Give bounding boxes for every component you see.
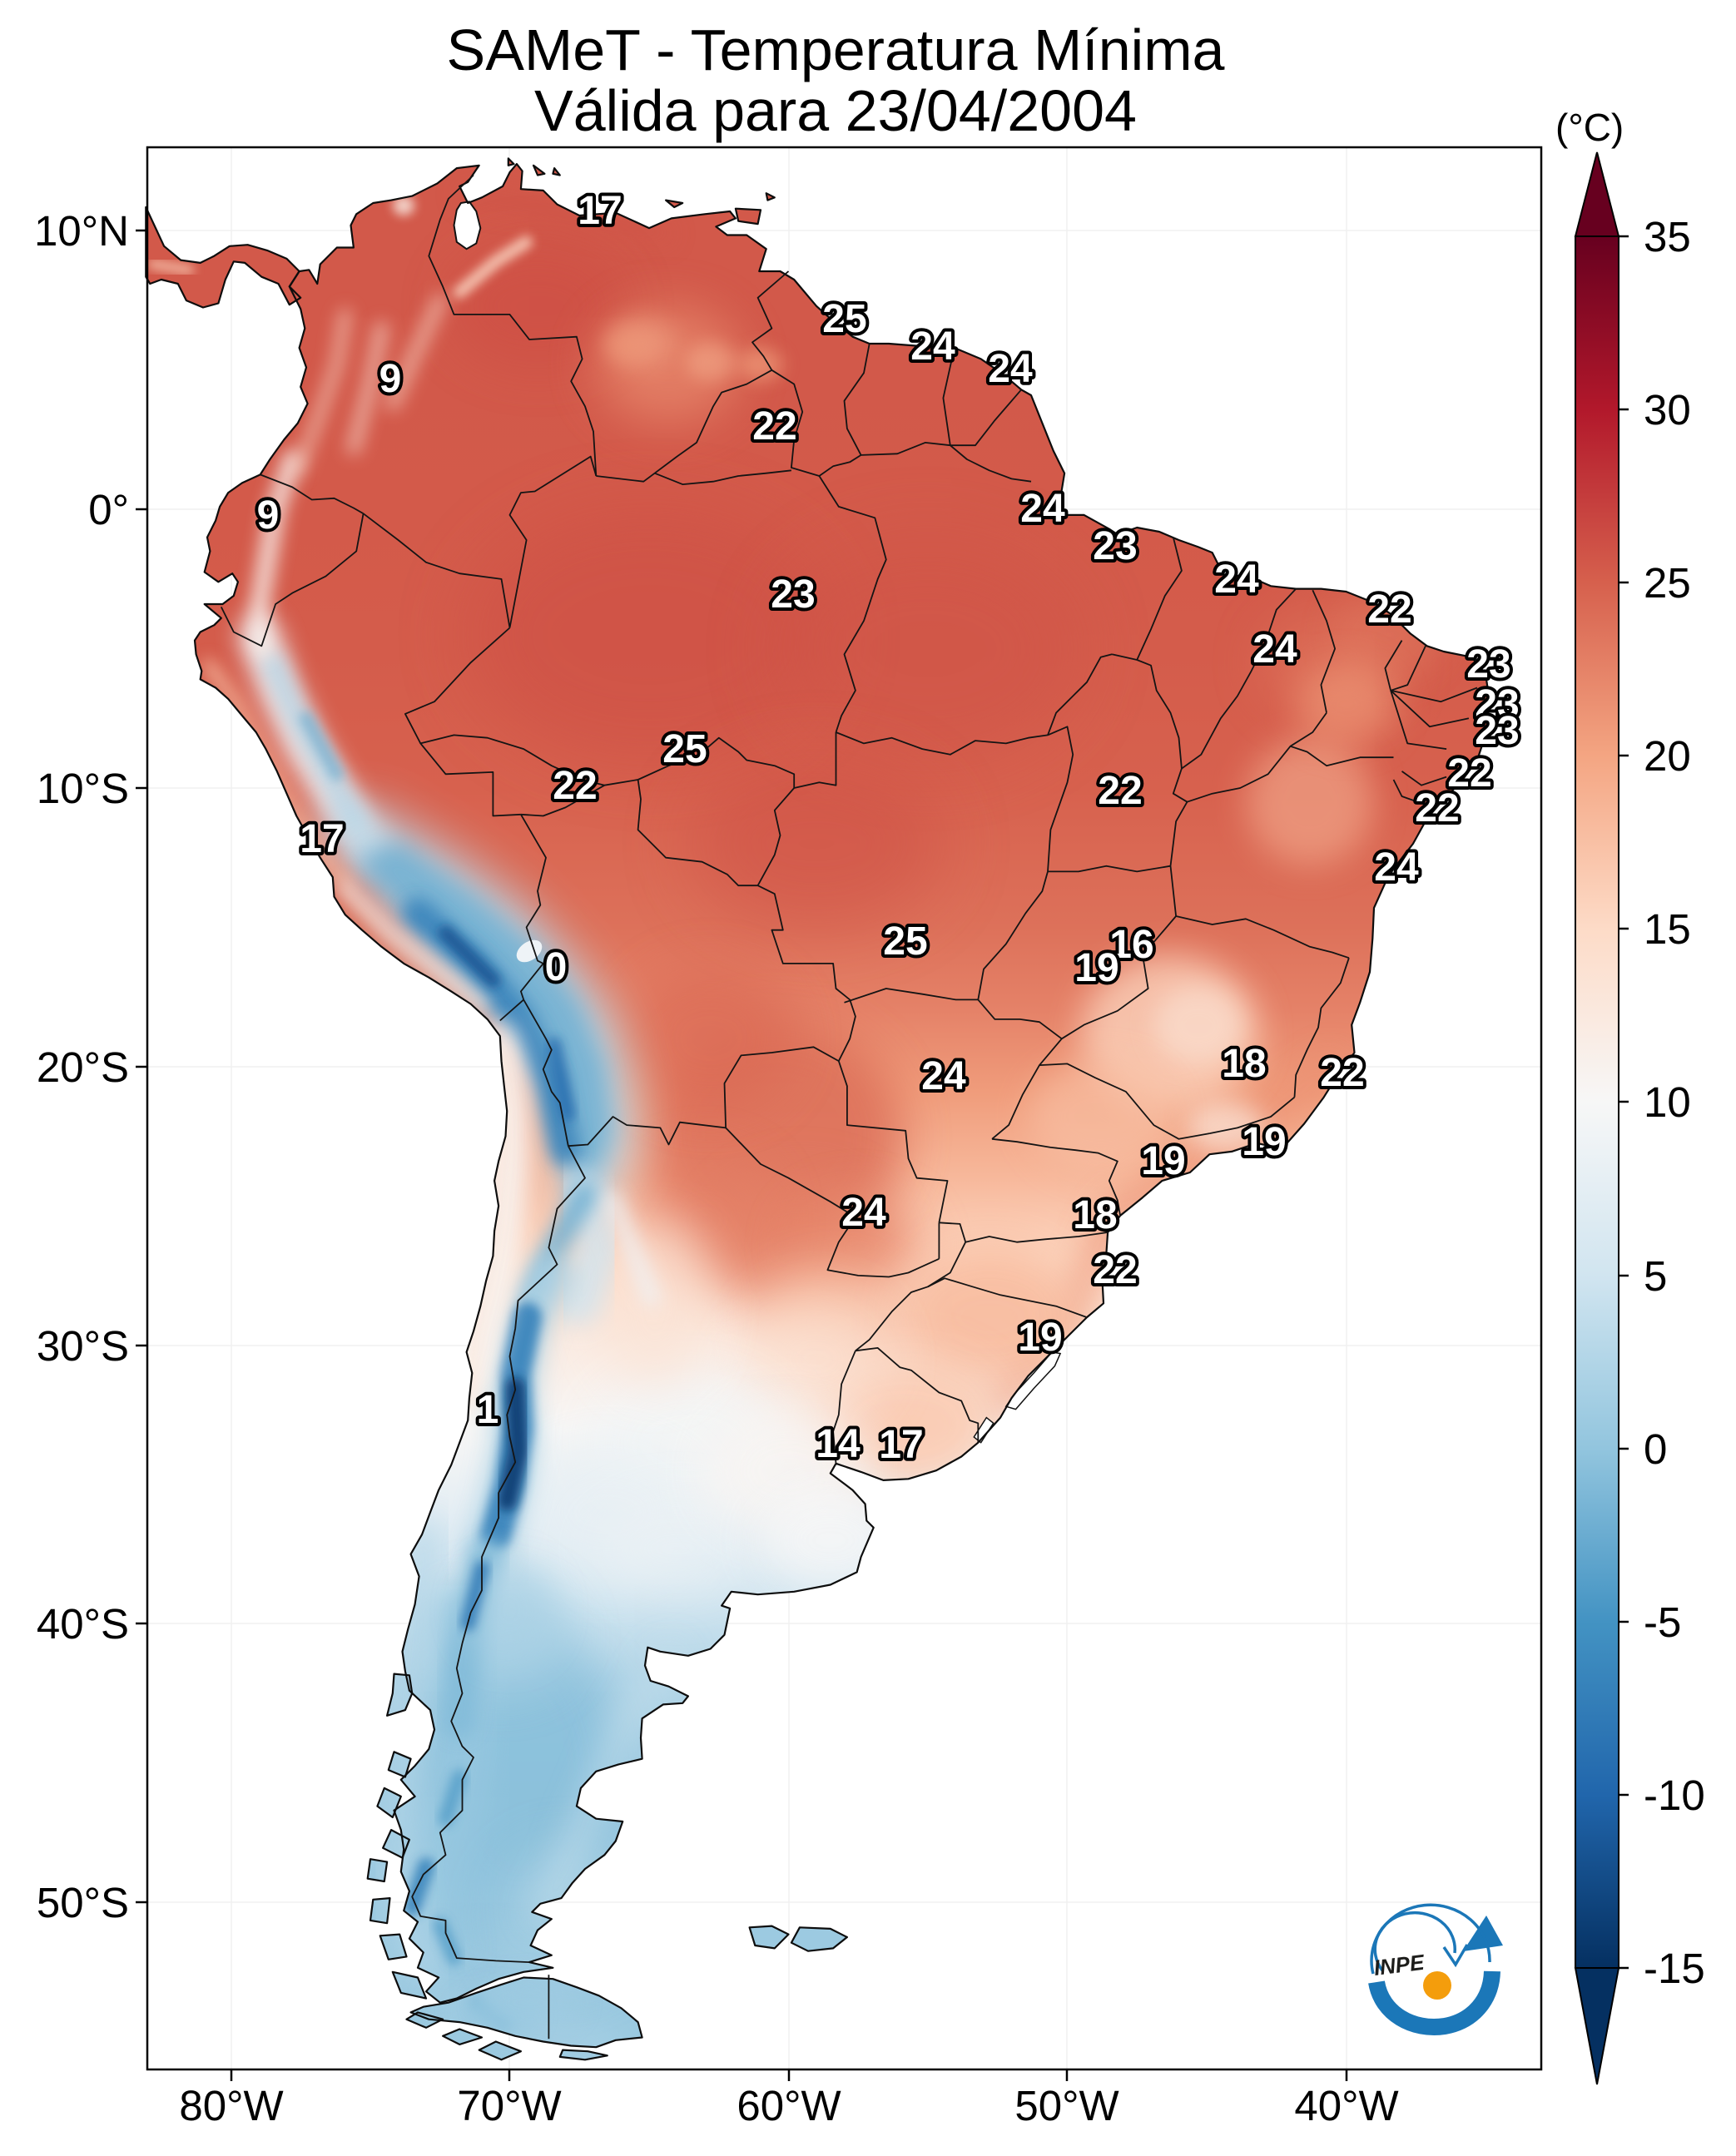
svg-text:50°S: 50°S [37,1879,129,1926]
svg-text:24: 24 [1374,845,1419,890]
svg-text:25: 25 [1644,559,1691,607]
svg-text:35: 35 [1644,213,1691,260]
svg-text:14: 14 [816,1422,861,1466]
svg-text:23: 23 [1466,642,1510,686]
svg-text:5: 5 [1644,1252,1667,1300]
svg-text:22: 22 [1320,1051,1364,1095]
svg-text:24: 24 [988,347,1033,391]
svg-text:18: 18 [1073,1193,1117,1237]
svg-text:22: 22 [1093,1248,1137,1292]
svg-text:80°W: 80°W [179,2082,283,2129]
svg-text:25: 25 [883,919,927,964]
svg-text:Válida para 23/04/2004: Válida para 23/04/2004 [534,78,1137,143]
svg-text:-5: -5 [1644,1598,1681,1646]
svg-text:(°C): (°C) [1555,106,1624,149]
svg-text:20: 20 [1644,732,1691,780]
svg-text:22: 22 [1447,751,1491,795]
svg-text:0: 0 [1644,1425,1667,1473]
svg-text:19: 19 [1141,1139,1185,1183]
svg-text:17: 17 [879,1423,923,1467]
svg-text:17: 17 [578,189,622,233]
svg-text:20°S: 20°S [37,1043,129,1091]
svg-text:30: 30 [1644,386,1691,434]
svg-text:10°S: 10°S [37,765,129,812]
svg-text:9: 9 [257,493,280,538]
svg-text:24: 24 [910,325,955,369]
svg-text:22: 22 [752,404,796,449]
svg-text:24: 24 [921,1054,966,1098]
svg-text:SAMeT - Temperatura Mínima: SAMeT - Temperatura Mínima [447,17,1225,82]
svg-text:50°W: 50°W [1014,2082,1118,2129]
svg-text:23: 23 [771,572,815,617]
svg-text:24: 24 [1214,558,1259,602]
svg-text:0°: 0° [88,486,129,533]
svg-text:22: 22 [1415,786,1459,830]
svg-text:70°W: 70°W [457,2082,561,2129]
svg-text:-15: -15 [1644,1945,1705,1992]
svg-text:40°W: 40°W [1294,2082,1398,2129]
svg-text:15: 15 [1644,905,1691,953]
svg-text:19: 19 [1018,1316,1062,1360]
svg-text:22: 22 [1367,587,1411,632]
svg-text:24: 24 [841,1191,886,1235]
svg-text:1: 1 [477,1388,499,1432]
svg-text:23: 23 [1475,709,1519,753]
svg-text:9: 9 [379,357,402,401]
svg-text:23: 23 [1475,682,1519,726]
svg-text:16: 16 [1109,923,1153,967]
svg-text:19: 19 [1074,946,1118,990]
svg-text:25: 25 [662,727,707,771]
svg-text:19: 19 [1242,1120,1286,1164]
svg-text:10: 10 [1644,1078,1691,1126]
svg-text:10°N: 10°N [34,207,129,255]
svg-text:30°S: 30°S [37,1322,129,1370]
svg-text:60°W: 60°W [737,2082,841,2129]
svg-text:17: 17 [300,817,344,861]
svg-text:23: 23 [1093,524,1137,568]
svg-text:22: 22 [553,764,597,808]
svg-text:24: 24 [1252,627,1297,672]
svg-text:25: 25 [822,297,866,341]
svg-text:INPE: INPE [1372,1950,1426,1980]
svg-text:24: 24 [1020,487,1065,531]
svg-text:22: 22 [1098,769,1142,813]
svg-text:0: 0 [545,945,568,989]
svg-text:18: 18 [1222,1042,1266,1086]
svg-text:40°S: 40°S [37,1600,129,1648]
svg-text:-10: -10 [1644,1772,1705,1819]
